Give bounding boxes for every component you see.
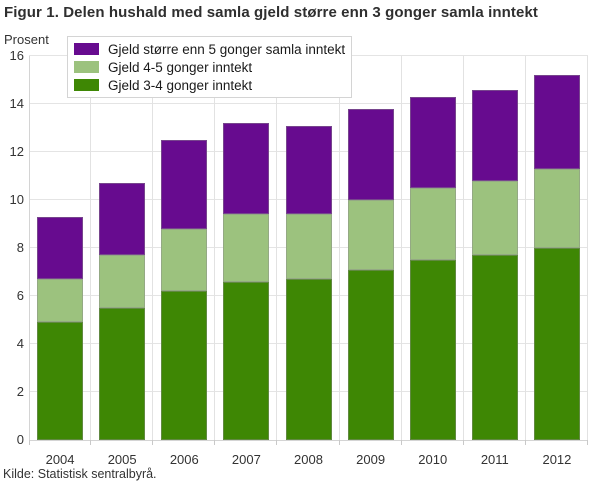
bar-2004-segment [37,279,84,323]
bar-2008-segment [285,125,332,215]
x-tick-label: 2010 [418,452,448,467]
x-axis-tick [90,440,92,445]
x-tick-label: 2007 [231,452,261,467]
bar-2008-segment [285,279,332,440]
y-tick-label: 8 [16,240,24,255]
bar-2009-segment [347,108,394,200]
bar-2007-segment [223,214,270,282]
x-tick-label: 2011 [480,452,509,467]
category-separator [90,56,92,440]
category-separator [338,56,340,440]
bar-2012-segment [533,168,580,248]
bar-2010-segment [409,188,456,260]
bar-2005-segment [99,183,146,256]
h-gridline [29,440,588,441]
legend-swatch-icon [74,61,99,73]
bar-2011-segment [471,255,518,440]
bar-2011-segment [471,89,518,181]
bar-2004-segment [37,216,84,280]
bar-2006-segment [161,228,208,292]
legend-item: Gjeld 3-4 gonger inntekt [74,76,343,94]
x-axis-tick [462,440,464,445]
bar-2008-segment [285,214,332,280]
bar-2005-segment [99,308,146,440]
y-tick-label: 12 [9,144,24,159]
bar-2011-segment [471,180,518,256]
y-axis-unit-label: Prosent [4,32,49,47]
bar-2009-segment [347,269,394,440]
legend-swatch-icon [74,79,99,91]
category-separator [524,56,526,440]
category-separator [462,56,464,440]
legend-item: Gjeld 4-5 gonger inntekt [74,58,343,76]
x-axis-tick [400,440,402,445]
y-tick-label: 4 [16,336,24,351]
bar-2009-segment [347,200,394,270]
y-tick-label: 2 [16,384,24,399]
legend: Gjeld større enn 5 gonger samla inntekt G… [67,36,352,98]
category-separator [214,56,216,440]
x-tick-label: 2006 [169,452,199,467]
bar-2012-segment [533,75,580,169]
x-axis-tick [587,440,588,445]
x-axis-tick [214,440,216,445]
figure-title: Figur 1. Delen hushald med samla gjeld s… [4,4,538,21]
y-axis-line [29,56,30,440]
x-axis-tick [276,440,278,445]
bar-2005-segment [99,255,146,308]
y-tick-label: 10 [9,192,24,207]
legend-label: Gjeld 4-5 gonger inntekt [108,59,253,75]
legend-label: Gjeld større enn 5 gonger samla inntekt [108,41,346,57]
x-tick-label: 2004 [45,452,75,467]
bar-2006-segment [161,291,208,440]
x-tick-label: 2012 [542,452,572,467]
x-axis-tick [338,440,340,445]
bar-2010-segment [409,260,456,440]
bar-2012-segment [533,248,580,440]
source-note: Kilde: Statistisk sentralbyrå. [3,467,157,481]
x-tick-label: 2005 [107,452,137,467]
category-separator [276,56,278,440]
category-separator [400,56,402,440]
legend-item: Gjeld større enn 5 gonger samla inntekt [74,40,346,58]
bar-2010-segment [409,96,456,188]
x-axis-tick [524,440,526,445]
y-tick-label: 0 [16,432,24,447]
x-axis-tick [152,440,154,445]
y-tick-label: 16 [9,48,24,63]
plot-area [29,55,588,445]
h-gridline [29,103,588,104]
legend-label: Gjeld 3-4 gonger inntekt [108,77,253,93]
category-separator [152,56,154,440]
bar-2006-segment [161,140,208,229]
bar-2004-segment [37,322,84,440]
legend-swatch-icon [74,43,99,55]
x-tick-label: 2008 [294,452,323,467]
x-axis-tick [29,440,30,445]
category-separator [587,56,588,440]
bar-2007-segment [223,123,270,215]
x-tick-label: 2009 [356,452,386,467]
y-tick-label: 14 [9,96,24,111]
y-tick-label: 6 [16,288,24,303]
bar-2007-segment [223,281,270,440]
